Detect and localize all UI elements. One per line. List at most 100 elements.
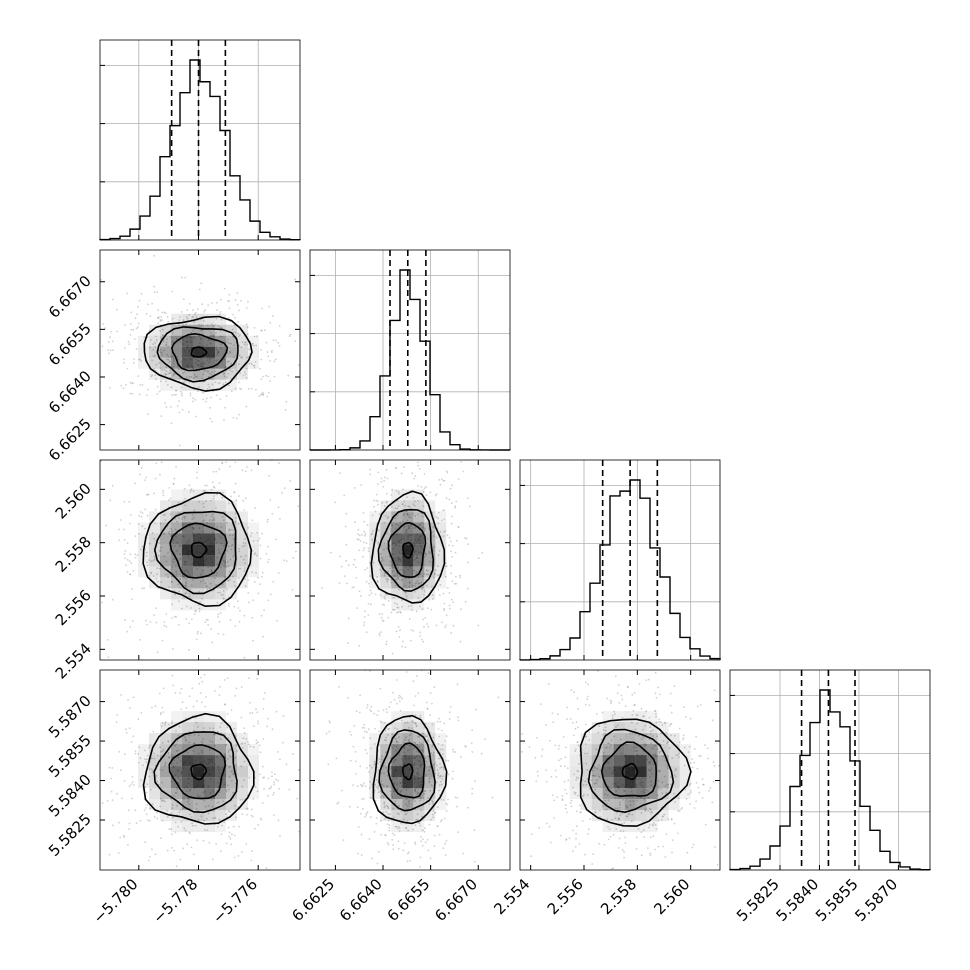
- sample-point: [140, 515, 143, 518]
- sample-point: [432, 751, 435, 754]
- sample-point: [267, 392, 270, 394]
- sample-point: [387, 813, 390, 815]
- sample-point: [432, 816, 434, 819]
- sample-point: [374, 727, 376, 730]
- sample-point: [361, 807, 364, 810]
- sample-point: [177, 583, 180, 586]
- sample-point: [187, 411, 190, 414]
- sample-point: [664, 785, 667, 788]
- sample-point: [380, 772, 383, 775]
- sample-point: [188, 803, 191, 806]
- sample-point: [192, 824, 194, 827]
- sample-point: [202, 839, 205, 842]
- density-cell: [193, 755, 205, 767]
- sample-point: [706, 747, 709, 750]
- sample-point: [410, 516, 412, 519]
- sample-point: [383, 574, 386, 577]
- sample-point: [145, 494, 148, 496]
- sample-point: [392, 597, 395, 599]
- sample-point: [191, 518, 194, 520]
- sample-point: [165, 373, 168, 376]
- sample-point: [443, 817, 446, 820]
- sample-point: [414, 788, 416, 791]
- sample-point: [687, 793, 690, 796]
- sample-point: [666, 787, 669, 790]
- density-cell: [160, 566, 172, 578]
- density-cell: [237, 766, 249, 778]
- sample-point: [446, 534, 449, 537]
- sample-point: [125, 728, 127, 731]
- sample-point: [163, 349, 165, 352]
- sample-point: [157, 322, 159, 325]
- sample-point: [139, 639, 141, 641]
- contour-line: [372, 714, 448, 825]
- density-cell: [657, 766, 669, 778]
- density-cell: [237, 544, 249, 556]
- sample-point: [247, 387, 250, 390]
- sample-point: [161, 706, 164, 709]
- density-cell: [182, 346, 194, 358]
- sample-point: [410, 524, 412, 527]
- sample-point: [203, 829, 206, 831]
- sample-point: [171, 720, 174, 723]
- sample-point: [370, 706, 373, 708]
- sample-point: [112, 298, 114, 301]
- density-cell: [424, 777, 436, 789]
- sample-point: [678, 752, 681, 755]
- sample-point: [434, 569, 437, 572]
- sample-point: [252, 725, 255, 728]
- sample-point: [561, 798, 564, 800]
- sample-point: [422, 490, 425, 493]
- sample-point: [262, 394, 265, 396]
- sample-point: [439, 748, 442, 751]
- sample-point: [407, 852, 409, 855]
- sample-point: [455, 539, 458, 542]
- sample-point: [196, 700, 198, 703]
- sample-point: [579, 804, 581, 807]
- sample-point: [664, 856, 667, 858]
- sample-point: [439, 720, 441, 723]
- density-cell: [613, 755, 625, 767]
- sample-point: [192, 316, 194, 318]
- panel-content: [100, 250, 300, 450]
- contour-line: [370, 490, 446, 604]
- density-cell: [204, 599, 216, 611]
- sample-point: [141, 545, 144, 548]
- sample-point: [379, 720, 382, 723]
- sample-point: [171, 580, 173, 583]
- sample-point: [659, 732, 662, 735]
- sample-point: [412, 741, 414, 744]
- sample-point: [688, 745, 691, 748]
- sample-point: [262, 393, 265, 396]
- sample-point: [244, 341, 247, 344]
- sample-point: [405, 813, 408, 815]
- sample-point: [403, 500, 406, 503]
- sample-point: [392, 692, 394, 694]
- sample-point: [229, 619, 232, 622]
- x-tick-label: 2.558: [597, 875, 640, 918]
- sample-point: [457, 719, 460, 722]
- sample-point: [433, 834, 436, 837]
- sample-point: [226, 338, 229, 341]
- sample-point: [363, 547, 366, 549]
- sample-point: [238, 309, 241, 312]
- sample-point: [267, 599, 270, 602]
- sample-point: [627, 813, 630, 815]
- sample-point: [177, 756, 180, 759]
- sample-point: [220, 298, 222, 301]
- sample-point: [208, 372, 211, 375]
- sample-point: [702, 783, 705, 786]
- density-cell: [402, 544, 414, 556]
- sample-point: [429, 857, 432, 860]
- sample-point: [152, 355, 155, 358]
- sample-point: [393, 790, 395, 793]
- sample-point: [238, 567, 240, 570]
- sample-point: [342, 839, 345, 842]
- sample-point: [122, 834, 125, 837]
- sample-point: [205, 400, 207, 403]
- density-cell: [215, 511, 227, 523]
- sample-point: [172, 374, 175, 377]
- sample-point: [255, 344, 258, 347]
- sample-point: [135, 348, 138, 350]
- density-cell: [591, 810, 603, 822]
